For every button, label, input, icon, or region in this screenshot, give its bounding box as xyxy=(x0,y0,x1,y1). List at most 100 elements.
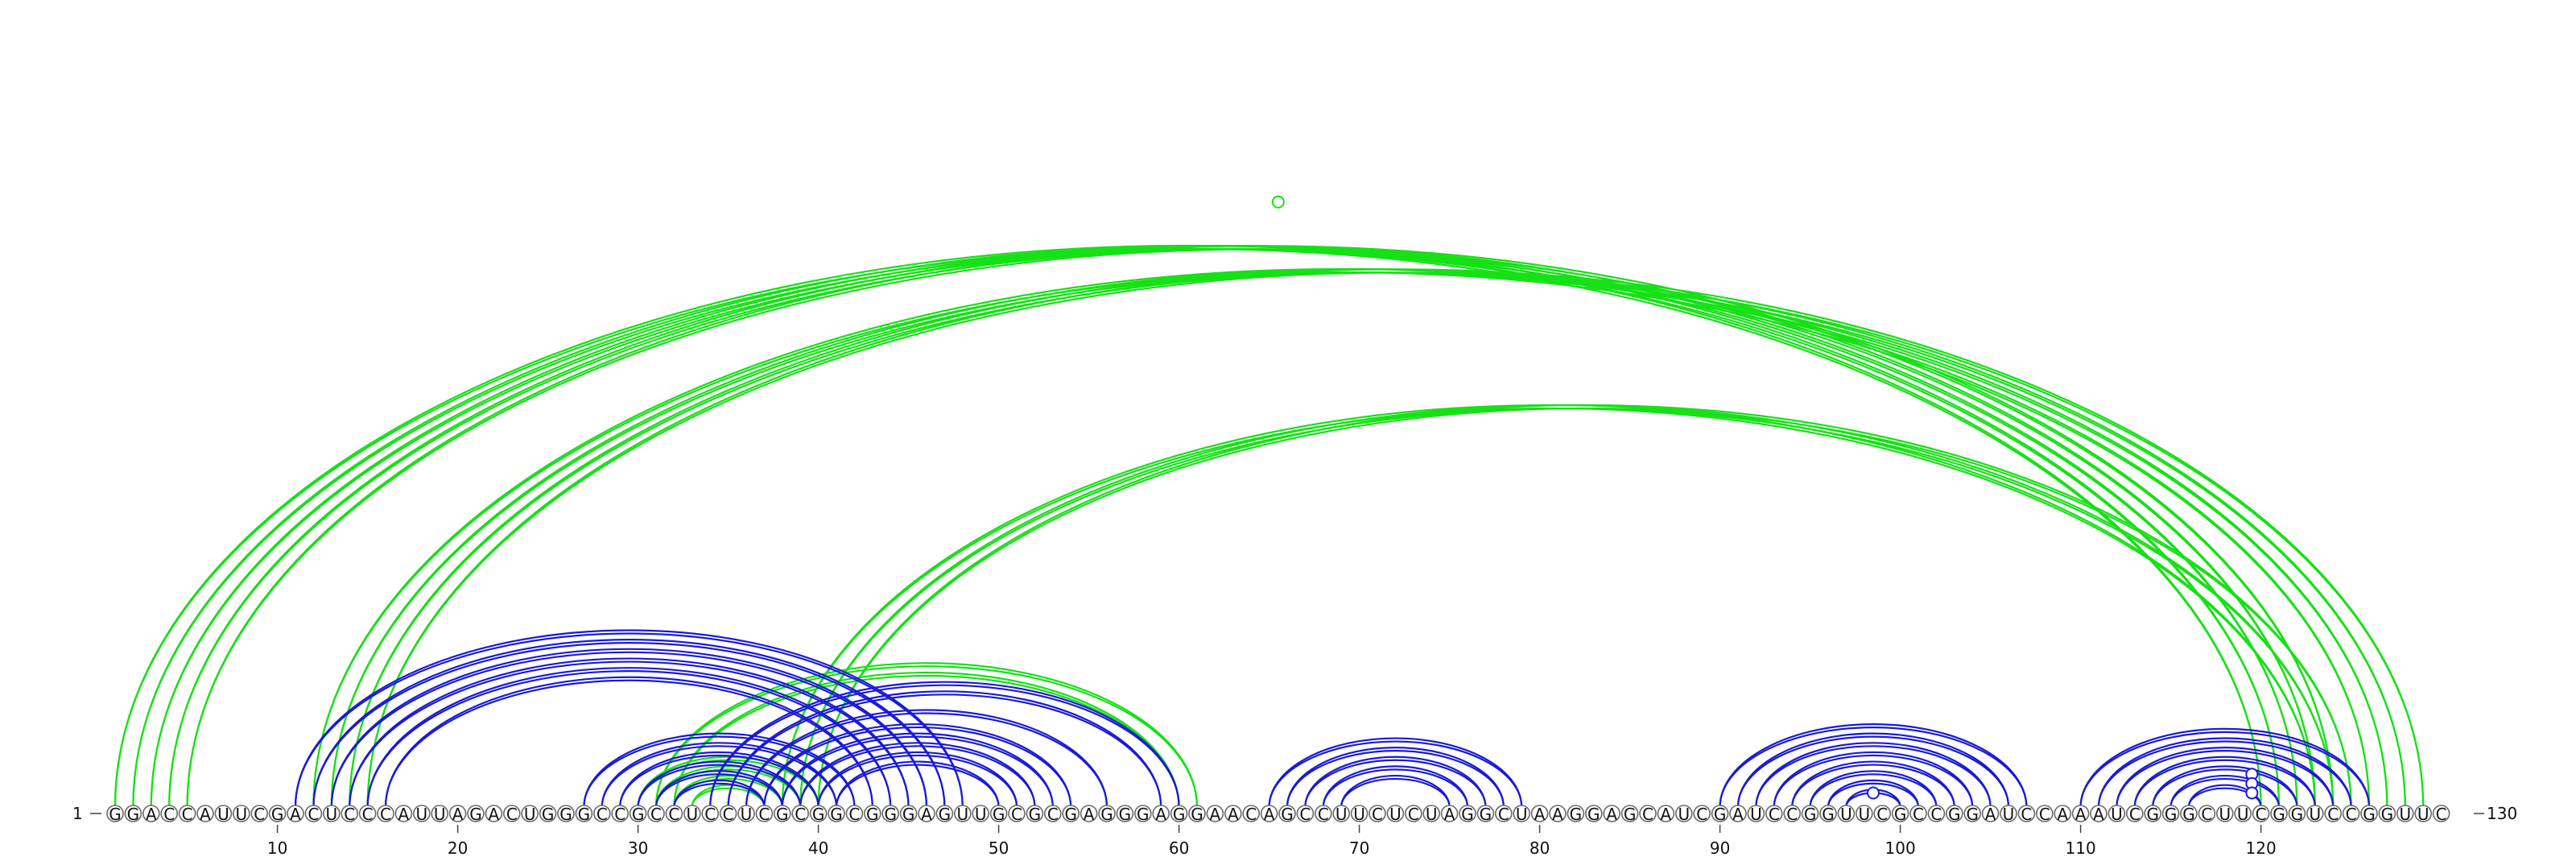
nucleotide-circle-34 xyxy=(701,805,720,822)
nucleotide-label-91: A xyxy=(1732,805,1744,824)
arc-nested-110-126-1 xyxy=(2079,727,2371,808)
arc-pseudoknot-38-123-1 xyxy=(781,404,2316,808)
arc-nested-113-123-1 xyxy=(2133,756,2316,808)
nucleotide-50: G xyxy=(989,805,1008,824)
nucleotide-24: U xyxy=(521,805,539,824)
tick-label-110: 110 xyxy=(2066,838,2096,857)
nucleotide-circle-97 xyxy=(1837,805,1856,822)
nucleotide-label-96: G xyxy=(1822,805,1835,824)
nucleotide-110: A xyxy=(2071,805,2090,824)
nucleotide-10: G xyxy=(268,805,287,824)
nucleotide-label-72: U xyxy=(1389,805,1402,824)
arc-nested-114-122-1 xyxy=(2152,765,2298,808)
nucleotide-label-128: U xyxy=(2399,805,2411,824)
arc-nested-92-105-1 xyxy=(1755,742,1992,808)
nucleotide-8: U xyxy=(232,805,250,824)
nucleotide-circle-121 xyxy=(2270,805,2288,822)
tick-label-100: 100 xyxy=(1885,838,1916,857)
nucleotide-label-1: G xyxy=(109,805,122,824)
nucleotide-label-70: U xyxy=(1353,805,1365,824)
nucleotide-circle-117 xyxy=(2198,805,2216,822)
nucleotide-circle-32 xyxy=(665,805,683,822)
nucleotide-label-85: G xyxy=(1624,805,1637,824)
nucleotide-label-37: C xyxy=(758,805,770,824)
nucleotide-label-108: C xyxy=(2039,805,2050,824)
arc-pseudoknot-15-129-0 xyxy=(366,271,2425,808)
arc-nested-29-40-0 xyxy=(619,754,819,808)
nucleotide-27: G xyxy=(575,805,593,824)
nucleotide-circle-70 xyxy=(1350,805,1368,822)
nucleotide-21: G xyxy=(467,805,485,824)
arc-pseudoknot-15-129-1 xyxy=(366,268,2425,808)
nucleotide-106: U xyxy=(2000,805,2017,824)
nucleotide-5: C xyxy=(178,805,196,824)
nucleotide-circle-125 xyxy=(2342,805,2360,822)
nucleotide-127: G xyxy=(2378,805,2396,824)
nucleotide-circle-104 xyxy=(1963,805,1981,822)
nucleotide-47: G xyxy=(935,805,954,824)
nucleotide-58: G xyxy=(1134,805,1152,824)
nucleotide-circle-16 xyxy=(377,805,394,822)
nucleotide-circle-9 xyxy=(250,805,269,822)
nucleotide-circle-10 xyxy=(268,805,287,822)
nucleotide-13: U xyxy=(322,805,341,824)
nucleotide-64: C xyxy=(1242,805,1260,824)
nucleotide-circle-110 xyxy=(2071,805,2090,822)
nucleotide-circle-112 xyxy=(2107,805,2126,822)
nucleotide-circle-66 xyxy=(1278,805,1296,822)
nucleotide-circle-107 xyxy=(2017,805,2036,822)
nucleotide-circle-39 xyxy=(791,805,810,822)
nucleotide-circle-55 xyxy=(1080,805,1098,822)
nucleotide-label-51: C xyxy=(1011,805,1022,824)
nucleotide-circle-114 xyxy=(2144,805,2161,822)
nucleotide-circle-80 xyxy=(1530,805,1549,822)
nucleotide-label-93: C xyxy=(1769,805,1780,824)
nucleotide-label-122: G xyxy=(2291,805,2304,824)
nucleotide-99: C xyxy=(1873,805,1891,824)
arc-nested-30-39-1 xyxy=(637,760,802,808)
nucleotide-label-10: G xyxy=(271,805,284,824)
nucleotide-circle-74 xyxy=(1422,805,1440,822)
nucleotide-label-90: G xyxy=(1714,805,1727,824)
nucleotide-circle-124 xyxy=(2324,805,2342,822)
nucleotide-31: C xyxy=(647,805,665,824)
nucleotide-114: G xyxy=(2144,805,2161,824)
arc-pseudoknot-14-128-1 xyxy=(349,268,2406,808)
nucleotide-circle-81 xyxy=(1549,805,1567,822)
nucleotide-label-52: G xyxy=(1029,805,1042,824)
nucleotide-circle-36 xyxy=(737,805,755,822)
nucleotide-112: U xyxy=(2107,805,2126,824)
nucleotide-circle-130 xyxy=(2432,805,2450,822)
nucleotide-15: C xyxy=(358,805,377,824)
nucleotide-22: A xyxy=(485,805,503,824)
nucleotide-label-98: U xyxy=(1858,805,1870,824)
nucleotide-label-113: C xyxy=(2129,805,2140,824)
nucleotide-label-68: C xyxy=(1318,805,1329,824)
arc-nested-38-53-0 xyxy=(781,735,1054,808)
arc-marker-1-130 xyxy=(1271,195,1285,209)
nucleotide-label-2: G xyxy=(127,805,140,824)
nucleotide-circle-54 xyxy=(1062,805,1080,822)
nucleotide-117: C xyxy=(2198,805,2216,824)
arc-nested-112-124-0 xyxy=(2116,750,2334,808)
nucleotide-label-35: C xyxy=(723,805,734,824)
nucleotide-circle-25 xyxy=(539,805,557,822)
nucleotide-circle-108 xyxy=(2036,805,2054,822)
arc-nested-65-79-1 xyxy=(1268,737,1523,808)
nucleotide-circle-86 xyxy=(1639,805,1657,822)
nucleotide-18: U xyxy=(412,805,431,824)
arc-nested-11-48-1 xyxy=(294,629,964,808)
nucleotide-label-31: C xyxy=(650,805,662,824)
nucleotide-119: U xyxy=(2234,805,2252,824)
nucleotide-circle-75 xyxy=(1440,805,1459,822)
nucleotide-49: U xyxy=(972,805,989,824)
nucleotide-circle-22 xyxy=(485,805,503,822)
nucleotide-circle-83 xyxy=(1585,805,1603,822)
nucleotide-39: C xyxy=(791,805,810,824)
nucleotide-label-53: C xyxy=(1047,805,1059,824)
nucleotide-80: A xyxy=(1530,805,1549,824)
nucleotide-79: U xyxy=(1513,805,1530,824)
nucleotide-55: A xyxy=(1080,805,1098,824)
nucleotide-92: U xyxy=(1747,805,1765,824)
nucleotide-circle-82 xyxy=(1567,805,1585,822)
